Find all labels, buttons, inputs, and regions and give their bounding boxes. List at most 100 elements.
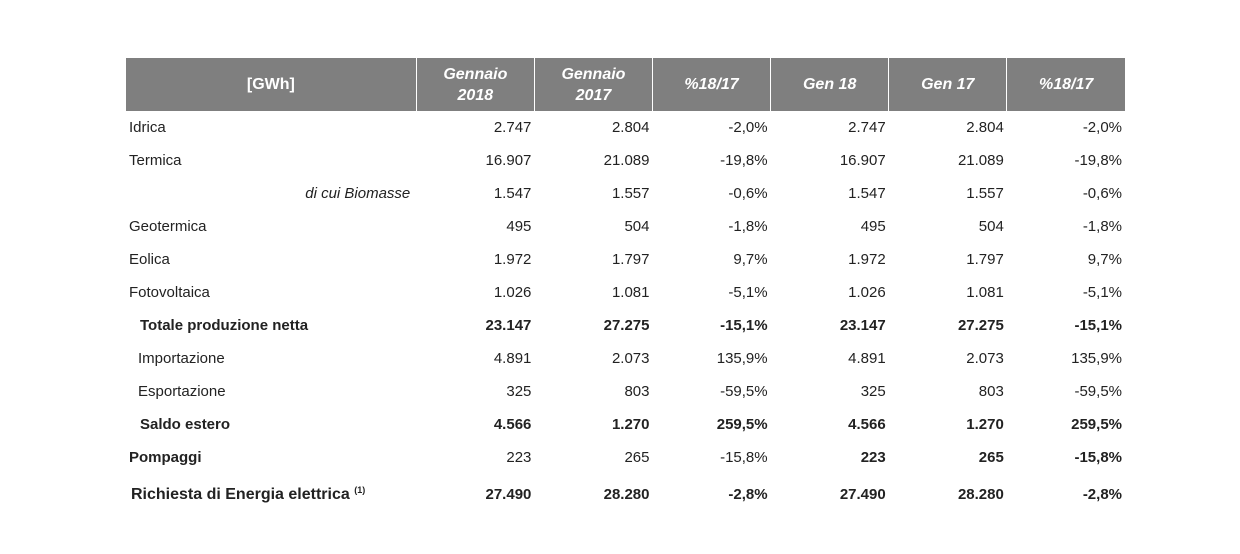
table-cell: 1.026 — [493, 284, 532, 301]
table-cell: -2,8% — [1082, 485, 1122, 503]
table-cell: -15,1% — [1074, 317, 1122, 334]
row-label: Termica — [126, 144, 416, 177]
table-cell: 21.089 — [957, 152, 1004, 169]
table-cell: 2.804 — [966, 119, 1004, 136]
table-cell: 27.275 — [957, 317, 1004, 334]
table-cell: 1.270 — [966, 416, 1004, 433]
table-cell: 27.490 — [485, 485, 532, 503]
table-cell: -5,1% — [728, 284, 768, 301]
table-cell: 504 — [978, 218, 1004, 235]
table-cell: 2.804 — [611, 119, 650, 136]
table-cell: 4.566 — [848, 416, 886, 433]
table-cell: 4.891 — [493, 350, 532, 367]
row-label-text: Geotermica — [129, 218, 207, 235]
row-label-text: Idrica — [129, 119, 166, 136]
row-label-text: Saldo estero — [140, 416, 231, 433]
table-cell: 23.147 — [839, 317, 886, 334]
row-label-text: Fotovoltaica — [129, 284, 210, 301]
table-cell: 135,9% — [716, 350, 768, 367]
row-label-text: Esportazione — [138, 383, 226, 400]
table-cell: 259,5% — [716, 416, 768, 433]
table-cell: 495 — [506, 218, 532, 235]
table-cell: 1.797 — [966, 251, 1004, 268]
table-cell: 1.026 — [848, 284, 886, 301]
table-cell: -1,8% — [728, 218, 768, 235]
table-cell: 1.547 — [493, 185, 532, 202]
table-cell: -15,8% — [1074, 449, 1122, 466]
row-biomasse: di cui Biomasse 1.547 1.557 -0,6% 1.547 1.557… — [126, 177, 1125, 210]
table-cell: 4.566 — [493, 416, 532, 433]
header-unit: [GWh] — [126, 58, 417, 111]
table-cell: -0,6% — [728, 185, 768, 202]
table-cell: 9,7% — [733, 251, 768, 268]
row-richiesta-energia: Richiesta di Energia elettrica (1) 27.490… — [126, 474, 1125, 514]
table-cell: 1.972 — [848, 251, 886, 268]
table-cell: -59,5% — [720, 383, 768, 400]
table-cell: 28.280 — [957, 485, 1004, 503]
table-cell: 803 — [624, 383, 650, 400]
table-cell: 1.972 — [493, 251, 532, 268]
table-cell: -15,8% — [720, 449, 768, 466]
row-totale-produzione-netta: Totale produzione netta 23.147 27.275 -15,1… — [126, 309, 1125, 342]
table-cell: 28.280 — [603, 485, 650, 503]
table-cell: 21.089 — [603, 152, 650, 169]
row-importazione: Importazione 4.891 2.073 135,9% 4.891 2.073 13… — [126, 342, 1125, 375]
row-label-text: Eolica — [129, 251, 170, 268]
table-cell: 1.557 — [966, 185, 1004, 202]
table-cell: -1,8% — [1082, 218, 1122, 235]
table-cell: -5,1% — [1082, 284, 1122, 301]
table-cell: 265 — [624, 449, 650, 466]
table-cell: 1.081 — [966, 284, 1004, 301]
energy-balance-table: [GWh] Gennaio 2018 Gennaio 2017 %18/17 G… — [126, 58, 1125, 514]
header-gennaio-2018: Gennaio 2018 — [416, 58, 535, 111]
row-label-text: Totale produzione netta — [140, 317, 309, 334]
table-cell: 1.547 — [848, 185, 886, 202]
table-cell: 27.275 — [603, 317, 650, 334]
table-cell: -19,8% — [1074, 152, 1122, 169]
table-cell: 27.490 — [839, 485, 886, 503]
header-gen-17: Gen 17 — [888, 58, 1008, 111]
row-label: Fotovoltaica — [126, 276, 416, 309]
table-cell: -2,8% — [728, 485, 768, 503]
row-saldo-estero: Saldo estero 4.566 1.270 259,5% 4.566 1.270 25… — [126, 408, 1125, 441]
row-label: Pompaggi — [126, 441, 416, 474]
table-cell: 325 — [860, 383, 886, 400]
table-cell: 2.073 — [966, 350, 1004, 367]
row-label-text: Richiesta di Energia elettrica — [131, 485, 350, 503]
table-cell: 223 — [860, 449, 886, 466]
row-label-text: Termica — [129, 152, 182, 169]
row-label: Geotermica — [126, 210, 416, 243]
row-idrica: Idrica 2.747 2.804 -2,0% 2.747 2.804 -2,0% — [126, 111, 1125, 144]
header-row: [GWh] Gennaio 2018 Gennaio 2017 %18/17 G… — [126, 58, 1125, 111]
table-cell: 1.557 — [611, 185, 650, 202]
table-cell: 803 — [978, 383, 1004, 400]
table-cell: 325 — [506, 383, 532, 400]
table-cell: -15,1% — [720, 317, 768, 334]
table-cell: -0,6% — [1082, 185, 1122, 202]
table-cell: 4.891 — [848, 350, 886, 367]
table-cell: 2.073 — [611, 350, 650, 367]
row-fotovoltaica: Fotovoltaica 1.026 1.081 -5,1% 1.026 1.081 -5,… — [126, 276, 1125, 309]
header-gen-18: Gen 18 — [770, 58, 890, 111]
table-cell: 495 — [860, 218, 886, 235]
table-cell: 2.747 — [493, 119, 532, 136]
row-label: Idrica — [126, 111, 416, 144]
row-label: Saldo estero — [126, 408, 416, 441]
footnote-marker: (1) — [354, 484, 366, 495]
table-cell: 135,9% — [1071, 350, 1122, 367]
table-cell: -19,8% — [720, 152, 768, 169]
table-cell: 2.747 — [848, 119, 886, 136]
table-cell: 16.907 — [485, 152, 532, 169]
row-pompaggi: Pompaggi 223 265 -15,8% 223 265 -15,8% — [126, 441, 1125, 474]
row-label: Eolica — [126, 243, 416, 276]
table-cell: 1.797 — [611, 251, 650, 268]
table-cell: 16.907 — [839, 152, 886, 169]
row-label-text: di cui Biomasse — [305, 185, 411, 202]
table-cell: 223 — [506, 449, 532, 466]
row-label: di cui Biomasse — [126, 177, 416, 210]
table-cell: 23.147 — [485, 317, 532, 334]
row-geotermica: Geotermica 495 504 -1,8% 495 504 -1,8% — [126, 210, 1125, 243]
table-cell: 1.270 — [611, 416, 650, 433]
header-pct-month: %18/17 — [652, 58, 772, 111]
row-label: Importazione — [126, 342, 416, 375]
